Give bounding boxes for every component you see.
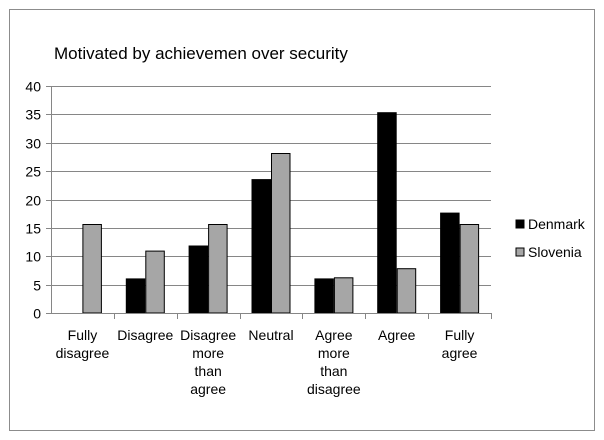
legend-swatch-slovenia <box>515 247 525 257</box>
y-tick-label: 30 <box>25 136 41 152</box>
tick-labels: 0 5 10 15 20 25 30 35 40 Fully disagree Disagree Dis… <box>25 79 477 398</box>
bar-slovenia <box>459 224 480 314</box>
bar-denmark <box>188 245 209 314</box>
y-tick-label: 40 <box>25 79 41 95</box>
legend-swatch-denmark <box>515 219 525 229</box>
chart-title: Motivated by achievemen over security <box>54 44 348 63</box>
bar-denmark <box>314 278 334 314</box>
y-tick-label: 35 <box>25 107 41 123</box>
y-tick-label: 5 <box>33 278 41 294</box>
bar-denmark <box>251 179 271 314</box>
x-tick-label: Disagree more than agree <box>180 327 236 397</box>
bar-slovenia <box>333 277 354 314</box>
y-tick-label: 0 <box>33 306 41 322</box>
axes <box>46 86 492 319</box>
bar-slovenia <box>208 224 228 314</box>
y-tick-label: 25 <box>25 164 41 180</box>
y-tick-label: 15 <box>25 221 41 237</box>
bar-slovenia <box>145 250 165 314</box>
y-tick-label: 20 <box>25 193 41 209</box>
bar-denmark <box>440 212 460 314</box>
bars <box>82 112 480 314</box>
legend-label-denmark: Denmark <box>528 216 586 232</box>
x-tick-label: Fully agree <box>442 327 478 361</box>
bar-slovenia <box>82 224 102 314</box>
x-tick-label: Neutral <box>248 327 293 343</box>
bar-denmark <box>125 278 146 314</box>
x-tick-label: Disagree <box>117 327 173 343</box>
chart-container <box>9 9 595 431</box>
y-tick-label: 10 <box>25 249 41 265</box>
bar-slovenia <box>396 268 417 314</box>
bar-slovenia <box>271 153 291 314</box>
x-tick-label: Fully disagree <box>56 327 110 361</box>
x-tick-label: Agree <box>378 327 416 343</box>
bar-denmark <box>377 112 397 314</box>
legend-label-slovenia: Slovenia <box>528 244 582 260</box>
legend: Denmark Slovenia <box>515 216 586 260</box>
x-tick-label: Agree more than disagree <box>307 327 361 397</box>
